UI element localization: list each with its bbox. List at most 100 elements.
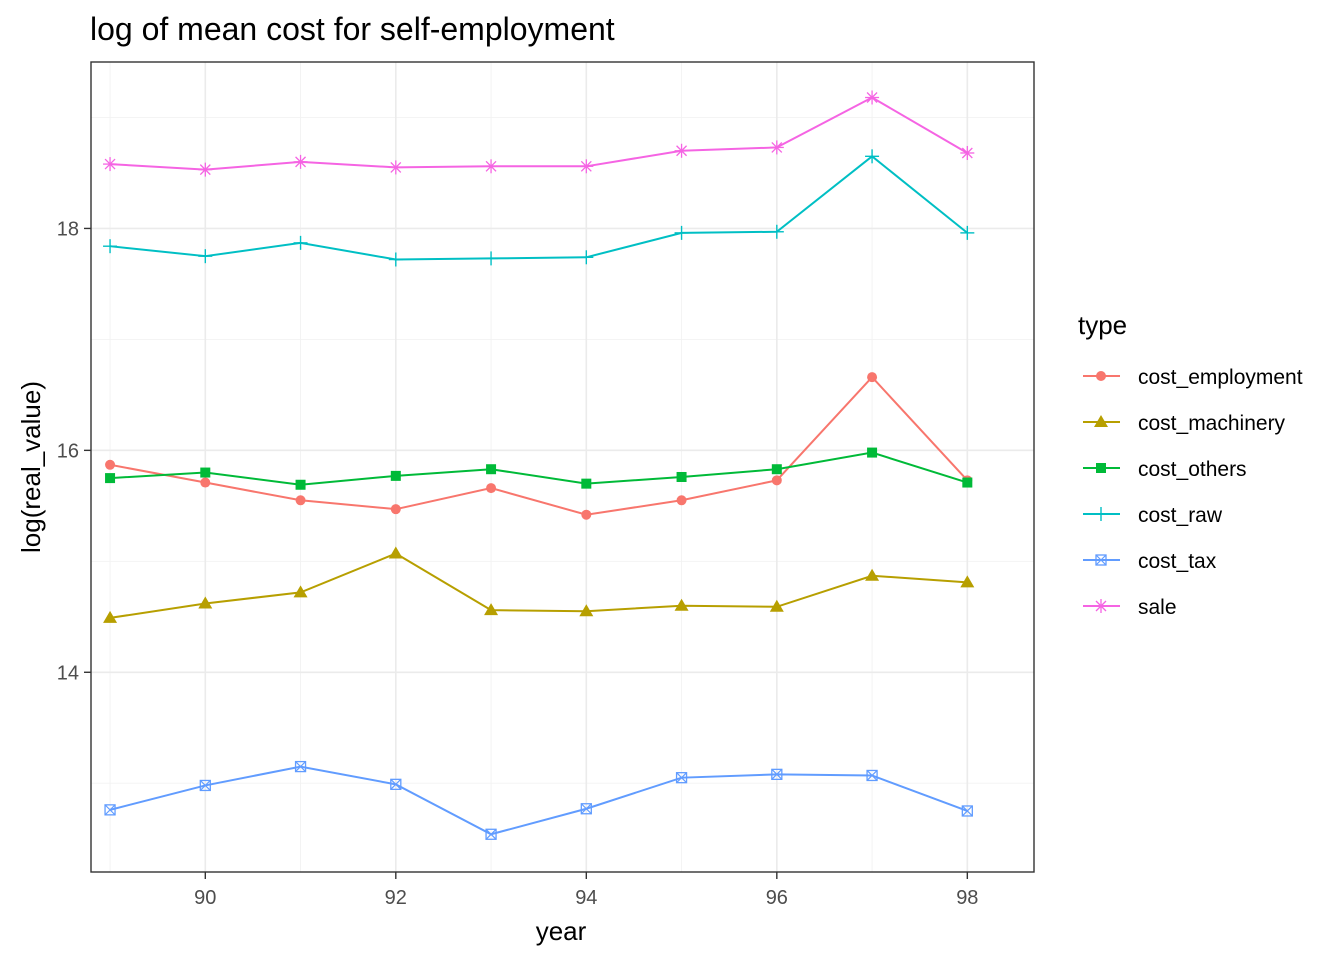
data-point-cost_machinery (198, 596, 213, 609)
x-tick-label: 92 (385, 887, 407, 909)
legend-label: cost_employment (1138, 366, 1303, 389)
series-line-cost_machinery (109, 552, 968, 619)
data-point-cost_tax (294, 760, 307, 773)
data-point-cost_others (295, 479, 306, 490)
legend-item-cost_raw: cost_raw (1083, 504, 1223, 527)
series-cost_raw (103, 149, 975, 267)
data-point-cost_tax (104, 804, 116, 816)
series-line-cost_raw (109, 155, 968, 261)
legend-item-cost_others: cost_others (1083, 458, 1247, 481)
data-point-cost_machinery (388, 546, 403, 559)
x-tick-label: 94 (575, 887, 597, 909)
data-point-sale (579, 159, 594, 174)
data-point-cost_employment (105, 459, 116, 470)
data-point-cost_tax (675, 772, 688, 784)
data-point-cost_employment (486, 483, 497, 494)
legend-label: cost_machinery (1138, 412, 1286, 435)
legend: type cost_employment cost_machinery cost_o… (1078, 310, 1303, 619)
data-point-cost_raw (579, 250, 594, 265)
legend-key-marker (1096, 371, 1106, 381)
series-cost_tax (104, 760, 973, 840)
data-point-cost_raw (674, 225, 689, 240)
data-point-cost_employment (295, 495, 306, 506)
y-axis-title: log(real_value) (16, 381, 46, 553)
data-point-cost_tax (199, 779, 211, 792)
series-cost_employment (105, 372, 973, 520)
data-point-cost_raw (769, 224, 784, 239)
data-point-cost_tax (390, 778, 402, 790)
data-point-cost_others (200, 467, 211, 478)
data-point-cost_machinery (293, 585, 308, 598)
data-point-cost_others (486, 464, 497, 475)
data-point-cost_raw (293, 235, 308, 250)
data-point-cost_machinery (769, 599, 784, 612)
data-point-sale (293, 154, 308, 169)
data-point-cost_raw (388, 252, 403, 267)
chart-title: log of mean cost for self-employment (90, 11, 615, 47)
data-point-cost_machinery (865, 568, 880, 581)
plot-panel-border (90, 61, 1035, 873)
legend-label: sale (1138, 596, 1177, 619)
x-tick-label: 98 (956, 887, 978, 909)
legend-key-marker (1094, 599, 1108, 613)
data-point-cost_raw (198, 249, 213, 264)
data-point-cost_machinery (579, 604, 594, 617)
data-point-sale (674, 143, 689, 158)
legend-item-cost_tax: cost_tax (1083, 550, 1217, 573)
data-point-cost_employment (676, 495, 687, 506)
data-point-cost_employment (771, 475, 782, 486)
data-point-cost_others (581, 478, 592, 489)
data-point-sale (103, 157, 118, 172)
data-point-cost_tax (485, 828, 497, 840)
legend-key-marker (1094, 507, 1108, 521)
y-axis: 14 16 18 (57, 218, 91, 684)
series-line-sale (109, 96, 968, 171)
legend-label: cost_tax (1138, 550, 1217, 573)
y-tick-label: 14 (57, 662, 79, 684)
data-point-cost_others (867, 447, 878, 458)
data-point-cost_employment (867, 372, 878, 383)
legend-key-marker (1096, 463, 1106, 473)
data-point-cost_others (771, 464, 782, 475)
data-point-cost_others (676, 471, 687, 482)
x-tick-label: 90 (194, 887, 216, 909)
data-point-cost_others (962, 477, 973, 488)
legend-item-sale: sale (1083, 596, 1177, 619)
series-cost_machinery (103, 546, 975, 623)
series-line-cost_employment (109, 375, 969, 516)
legend-key-marker (1094, 415, 1108, 427)
data-point-cost_employment (200, 477, 211, 488)
data-point-cost_raw (865, 149, 880, 164)
data-point-cost_others (390, 470, 401, 481)
series-line-cost_others (109, 451, 968, 486)
x-axis: 90 92 94 96 98 (194, 872, 978, 909)
data-point-cost_raw (484, 251, 499, 266)
data-point-cost_raw (960, 225, 975, 240)
data-point-cost_raw (103, 239, 118, 254)
data-point-sale (960, 145, 975, 160)
legend-item-cost_machinery: cost_machinery (1083, 412, 1286, 435)
y-tick-label: 16 (57, 440, 79, 462)
data-point-cost_machinery (674, 598, 689, 611)
series-cost_others (105, 447, 973, 490)
y-tick-label: 18 (57, 218, 79, 240)
series-layer (103, 90, 975, 840)
legend-key-marker (1095, 554, 1107, 566)
data-point-sale (865, 90, 880, 105)
legend-label: cost_raw (1138, 504, 1223, 527)
data-point-cost_machinery (103, 610, 118, 623)
legend-item-cost_employment: cost_employment (1083, 366, 1303, 389)
data-point-cost_machinery (960, 575, 975, 588)
x-axis-title: year (536, 916, 587, 946)
data-point-sale (198, 162, 213, 177)
series-sale (103, 90, 975, 177)
data-point-cost_others (105, 473, 116, 484)
legend-label: cost_others (1138, 458, 1247, 481)
data-point-cost_machinery (484, 603, 499, 616)
plot-grid (91, 62, 1034, 872)
data-point-cost_tax (866, 769, 878, 782)
series-line-cost_tax (109, 765, 968, 836)
data-point-cost_tax (771, 768, 783, 781)
legend-title: type (1078, 310, 1127, 340)
